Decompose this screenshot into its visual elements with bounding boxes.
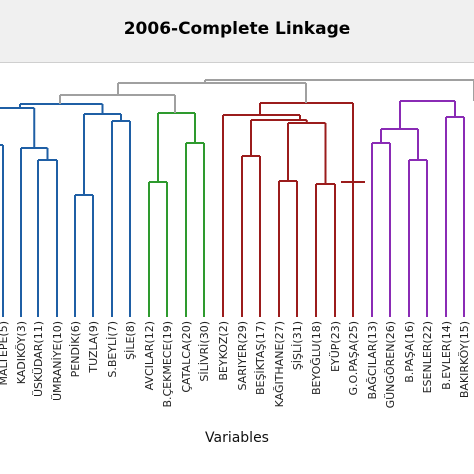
leaf-label: ÇATALCA(20) — [180, 321, 193, 393]
leaf-label: KAĞITHANE(27) — [273, 321, 286, 407]
dendrogram-plot: MALTEPE(5) KADIKÖY(3) ÜSKÜDAR(11) ÜMRANİYE(… — [0, 79, 474, 408]
x-axis-label: Variables — [205, 430, 269, 446]
chart-title: 2006-Complete Linkage — [123, 19, 351, 39]
leaf-label: ÜSKÜDAR(11) — [32, 321, 45, 397]
leaf-label: KADIKÖY(3) — [15, 321, 28, 384]
leaf-label: ÜMRANİYE(10) — [51, 321, 64, 401]
leaf-label: ŞİŞLİ(31) — [291, 321, 304, 370]
chart-header: 2006-Complete Linkage — [0, 0, 474, 63]
leaf-label: G.O.PAŞA(25) — [347, 321, 360, 395]
leaf-label: BEYOĞLU(18) — [310, 321, 323, 395]
plot-area: MALTEPE(5) KADIKÖY(3) ÜSKÜDAR(11) ÜMRANİYE(… — [0, 63, 474, 474]
leaf-label: SİLİVRİ(30) — [198, 321, 211, 382]
leaf-label: EYÜP(23) — [329, 321, 342, 372]
leaf-label: TUZLA(9) — [87, 321, 100, 374]
leaf-label: BAĞCILAR(13) — [366, 321, 379, 399]
leaf-label: GÜNGÖREN(26) — [384, 321, 397, 408]
leaf-label: ŞİLE(8) — [124, 321, 137, 360]
leaf-label: S.BEYLİ(7) — [106, 321, 119, 378]
leaf-label: B.PAŞA(16) — [403, 321, 416, 383]
leaf-label: BEŞİKTAŞ(17) — [254, 321, 267, 395]
leaf-label: SARIYER(29) — [236, 321, 249, 391]
leaf-label: BEYKOZ(2) — [217, 321, 230, 381]
leaf-label: B.ÇEKMECE(19) — [161, 321, 174, 408]
leaf-label: ESENLER(22) — [421, 321, 434, 393]
leaf-label: B.EVLER(14) — [440, 321, 453, 390]
leaf-label: PENDİK(6) — [69, 321, 82, 377]
leaf-label: MALTEPE(5) — [0, 321, 10, 385]
leaf-label: AVCILAR(12) — [143, 321, 156, 390]
leaf-label: BAKIRKÖY(15) — [458, 321, 471, 398]
